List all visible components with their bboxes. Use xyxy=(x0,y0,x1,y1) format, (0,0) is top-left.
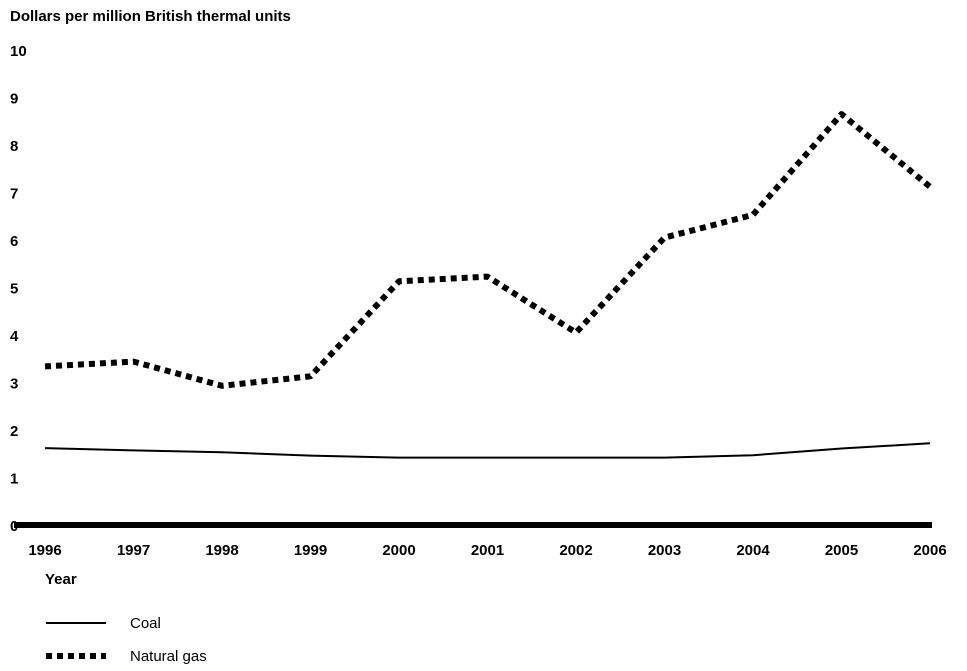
y-tick-label-7: 7 xyxy=(10,186,18,203)
y-tick-label-6: 6 xyxy=(10,233,18,250)
x-tick-label-2005: 2005 xyxy=(825,542,858,559)
y-tick-label-5: 5 xyxy=(10,281,18,298)
y-tick-label-4: 4 xyxy=(10,328,19,345)
x-axis-title: Year xyxy=(45,571,77,588)
x-tick-label-2002: 2002 xyxy=(559,542,592,559)
series-line-natural-gas xyxy=(44,111,932,389)
x-tick-label-2006: 2006 xyxy=(913,542,946,559)
x-axis-ticks: 1996 1997 1998 1999 2000 2001 2002 2003 2004 2005… xyxy=(28,542,946,559)
series-group xyxy=(44,111,932,459)
x-tick-label-1997: 1997 xyxy=(117,542,150,559)
y-tick-label-1: 1 xyxy=(10,471,18,488)
y-axis-ticks: 012345678910 xyxy=(10,43,27,535)
x-tick-label-1999: 1999 xyxy=(294,542,327,559)
y-tick-label-10: 10 xyxy=(10,43,27,60)
y-tick-label-8: 8 xyxy=(10,138,18,155)
x-tick-label-2001: 2001 xyxy=(471,542,504,559)
x-tick-label-2003: 2003 xyxy=(648,542,681,559)
x-tick-label-1996: 1996 xyxy=(28,542,61,559)
legend-label-coal: Coal xyxy=(130,615,161,632)
legend: Coal Natural gas xyxy=(46,615,207,665)
x-tick-label-2004: 2004 xyxy=(736,542,770,559)
y-tick-label-2: 2 xyxy=(10,423,18,440)
series-line-coal xyxy=(44,442,931,459)
y-axis-title: Dollars per million British thermal unit… xyxy=(10,8,291,25)
y-tick-label-9: 9 xyxy=(10,91,18,108)
x-tick-label-1998: 1998 xyxy=(205,542,238,559)
y-tick-label-3: 3 xyxy=(10,376,18,393)
x-tick-label-2000: 2000 xyxy=(382,542,415,559)
legend-label-natural-gas: Natural gas xyxy=(130,648,207,665)
